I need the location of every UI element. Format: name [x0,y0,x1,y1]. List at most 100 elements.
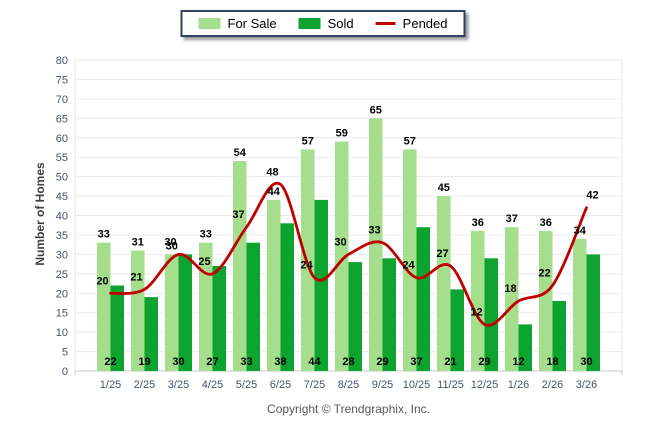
for-sale-bar [165,254,179,371]
for-sale-bar [233,161,247,371]
svg-text:0: 0 [62,366,68,378]
svg-text:5/25: 5/25 [236,379,257,391]
sold-bar [314,199,328,371]
for-sale-bar [335,141,349,371]
svg-text:10: 10 [56,327,68,339]
svg-text:7/25: 7/25 [304,379,325,391]
svg-text:18: 18 [546,356,558,368]
svg-text:33: 33 [200,229,212,241]
sold-bar [518,324,532,371]
svg-text:10/25: 10/25 [403,379,431,391]
legend-label-sold: Sold [327,16,354,31]
pended-line [109,181,588,327]
svg-text:6/25: 6/25 [270,379,291,391]
svg-text:12: 12 [470,306,482,318]
svg-text:28: 28 [342,356,354,368]
svg-text:30: 30 [166,240,178,252]
svg-text:4/25: 4/25 [202,379,223,391]
svg-text:24: 24 [402,260,415,272]
svg-text:12: 12 [512,356,524,368]
legend-label-pended: Pended [402,16,448,31]
svg-text:34: 34 [574,225,587,237]
svg-text:30: 30 [334,236,346,248]
svg-text:9/25: 9/25 [372,379,393,391]
svg-text:8/25: 8/25 [338,379,359,391]
sold-bar [450,289,464,371]
for-sale-bar [539,231,553,371]
svg-text:37: 37 [232,209,244,221]
svg-text:1/26: 1/26 [508,379,529,391]
x-axis-tick-labels: 1/25 2/25 3/25 4/25 5/25 6/25 7/25 8/25 9/25 10/2… [100,379,597,391]
svg-text:42: 42 [586,190,598,202]
svg-text:48: 48 [266,166,278,178]
sold-swatch-icon [298,18,321,29]
svg-text:15: 15 [56,308,68,320]
svg-text:36: 36 [472,217,484,229]
svg-text:3/26: 3/26 [576,379,597,391]
svg-text:21: 21 [130,271,142,283]
svg-text:75: 75 [56,74,68,86]
svg-text:1/25: 1/25 [100,379,121,391]
sold-bar [348,262,362,371]
svg-text:12/25: 12/25 [471,379,499,391]
svg-text:45: 45 [56,191,68,203]
sold-bar [280,223,294,371]
svg-text:19: 19 [138,356,150,368]
svg-text:44: 44 [308,356,321,368]
for-sale-value-labels: 33 31 30 33 54 44 57 59 65 57 45 36 37 36 34 [98,104,587,252]
svg-text:18: 18 [504,283,516,295]
svg-text:2/25: 2/25 [134,379,155,391]
for-sale-bar [471,231,485,371]
svg-text:30: 30 [164,236,176,248]
svg-text:31: 31 [132,237,144,249]
for-sale-bar [97,242,111,371]
svg-text:45: 45 [438,182,450,194]
svg-text:30: 30 [56,249,68,261]
svg-text:38: 38 [274,356,286,368]
svg-text:60: 60 [56,133,68,145]
svg-text:30: 30 [580,356,592,368]
for-sale-bar [403,149,417,371]
for-sale-swatch-icon [198,18,221,29]
svg-text:55: 55 [56,152,68,164]
pended-value-labels: 20 21 30 25 37 48 24 30 33 24 27 12 18 22 42 [96,166,598,318]
svg-text:27: 27 [206,356,218,368]
svg-text:54: 54 [234,147,247,159]
svg-text:21: 21 [444,356,456,368]
sold-bar [416,227,430,371]
svg-text:40: 40 [56,211,68,223]
svg-text:65: 65 [370,104,382,116]
sold-bar [586,254,600,371]
svg-text:25: 25 [56,269,68,281]
svg-text:80: 80 [56,55,68,67]
svg-text:25: 25 [198,256,210,268]
svg-text:65: 65 [56,113,68,125]
sold-bar [246,242,260,371]
sold-bar [212,266,226,371]
svg-text:33: 33 [368,225,380,237]
for-sale-bar [573,238,587,371]
svg-text:3/25: 3/25 [168,379,189,391]
chart-legend: For Sale Sold Pended [180,10,466,37]
legend-item-for-sale: For Sale [198,16,277,31]
svg-text:57: 57 [404,135,416,147]
copyright-text: Copyright © Trendgraphix, Inc. [267,402,430,416]
for-sale-bar [369,118,383,371]
pended-line-icon [375,22,396,25]
svg-text:37: 37 [506,213,518,225]
svg-text:29: 29 [478,356,490,368]
svg-text:20: 20 [56,288,68,300]
sold-bar [178,254,192,371]
svg-text:59: 59 [336,128,348,140]
sold-value-labels: 22 19 30 27 33 38 44 28 29 37 21 29 12 18 30 [104,356,592,368]
svg-text:20: 20 [96,275,108,287]
svg-text:70: 70 [56,94,68,106]
legend-label-for-sale: For Sale [227,16,277,31]
svg-text:33: 33 [98,229,110,241]
sold-bar [484,258,498,371]
legend-item-pended: Pended [375,16,448,31]
svg-text:35: 35 [56,230,68,242]
svg-text:57: 57 [302,135,314,147]
svg-text:29: 29 [376,356,388,368]
